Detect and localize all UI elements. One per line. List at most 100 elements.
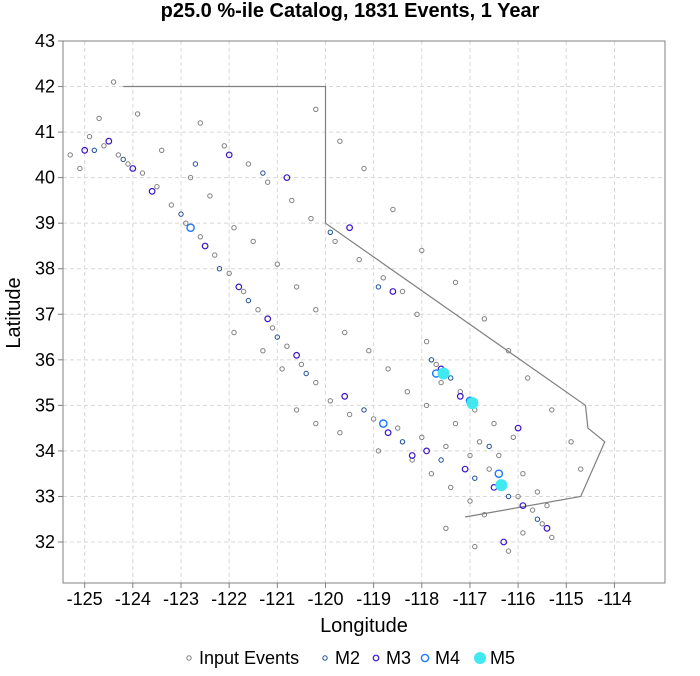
input-event-point <box>332 238 338 245</box>
x-tick-label: -117 <box>453 589 488 609</box>
input-event-point <box>67 152 73 158</box>
y-tick-labels: 32 33 34 35 36 37 38 39 40 41 42 43 <box>35 31 63 552</box>
state-boundary <box>123 85 606 518</box>
input-event-point <box>250 238 256 245</box>
y-tick-label: 34 <box>35 441 55 461</box>
input-event-point <box>520 530 526 536</box>
input-event-point <box>544 502 550 509</box>
input-event-point <box>279 366 285 372</box>
input-event-point <box>404 389 410 395</box>
x-tick-label: -125 <box>67 589 103 609</box>
legend-marker <box>372 654 380 662</box>
m3-point <box>293 351 301 359</box>
y-tick-label: 41 <box>35 122 55 142</box>
input-event-point <box>240 288 247 295</box>
m2-point <box>472 475 478 481</box>
input-event-point <box>226 270 232 276</box>
input-event-point <box>231 329 237 336</box>
input-event-point <box>207 193 213 199</box>
input-event-point <box>96 115 102 122</box>
input-event-point <box>115 152 122 158</box>
input-event-point <box>134 111 141 117</box>
x-tick-label: -124 <box>115 589 151 609</box>
y-tick-label: 37 <box>35 304 55 324</box>
y-tick-label: 38 <box>35 259 55 279</box>
input-event-point <box>419 247 425 254</box>
boundary-line <box>123 85 606 518</box>
m3-point <box>389 288 397 295</box>
input-event-point <box>86 133 93 140</box>
m3-point <box>514 424 522 432</box>
input-event-point <box>534 489 541 495</box>
input-event-point <box>452 279 459 286</box>
x-tick-label: -119 <box>356 589 391 609</box>
input-event-point <box>428 471 435 477</box>
m2-point <box>274 334 280 340</box>
input-event-point <box>361 165 367 172</box>
input-event-point <box>168 202 175 208</box>
m4-point <box>186 223 195 232</box>
y-tick-label: 33 <box>35 486 55 506</box>
input-event-point <box>269 325 276 331</box>
input-event-point <box>313 420 319 427</box>
m5-point <box>466 397 479 410</box>
m3-point <box>408 452 416 459</box>
x-tick-label: -123 <box>163 589 199 609</box>
m2-point <box>399 439 406 445</box>
m3-point <box>81 146 89 154</box>
input-event-point <box>197 120 204 126</box>
event-points <box>67 79 584 554</box>
x-tick-label: -122 <box>211 589 247 609</box>
legend-marker <box>474 652 486 664</box>
m3-point <box>264 315 272 323</box>
plot-frame <box>62 40 666 584</box>
input-event-point <box>245 161 252 167</box>
input-event-point <box>433 361 439 368</box>
m2-point <box>505 493 512 500</box>
m2-point <box>260 170 266 176</box>
input-event-point <box>265 179 271 185</box>
grid-lines <box>63 40 665 583</box>
m2-point <box>192 161 199 167</box>
x-tick-labels: -125 -124 -123 -122 -121 -120 -119 -118 -117 -116… <box>67 583 632 609</box>
input-event-point <box>293 407 300 413</box>
input-event-point <box>342 329 348 336</box>
input-event-point <box>187 174 194 181</box>
input-event-point <box>419 434 425 440</box>
input-event-point <box>274 261 280 267</box>
m3-point <box>235 283 243 291</box>
m5-point <box>495 479 508 492</box>
m3-point <box>461 465 469 473</box>
input-event-point <box>481 316 488 322</box>
y-tick-label: 35 <box>35 395 55 415</box>
input-event-point <box>399 288 406 295</box>
x-axis-title: Longitude <box>320 615 408 637</box>
input-event-point <box>491 420 497 427</box>
input-event-point <box>159 147 165 154</box>
m2-point <box>428 357 435 363</box>
input-event-point <box>390 206 396 213</box>
m3-point <box>456 392 464 400</box>
legend-label: M4 <box>435 648 460 668</box>
input-event-point <box>568 439 574 445</box>
input-event-point <box>443 443 449 450</box>
m3-point <box>341 392 349 400</box>
m2-point <box>361 407 367 413</box>
m2-point <box>91 147 98 154</box>
m3-point <box>129 165 137 172</box>
m2-point <box>327 229 333 236</box>
m5-point <box>437 367 450 380</box>
input-event-point <box>293 284 300 290</box>
input-event-point <box>414 311 420 317</box>
legend-marker <box>322 655 328 661</box>
legend: Input Events M2 M3 M4 M5 <box>186 648 515 668</box>
input-event-point <box>510 434 516 440</box>
m3-point <box>543 524 551 532</box>
input-event-point <box>212 252 218 258</box>
y-tick-label: 39 <box>35 213 55 233</box>
input-event-point <box>327 398 333 404</box>
m3-point <box>500 538 508 546</box>
m2-point <box>486 443 492 450</box>
input-event-point <box>337 430 343 436</box>
input-event-point <box>255 307 261 313</box>
